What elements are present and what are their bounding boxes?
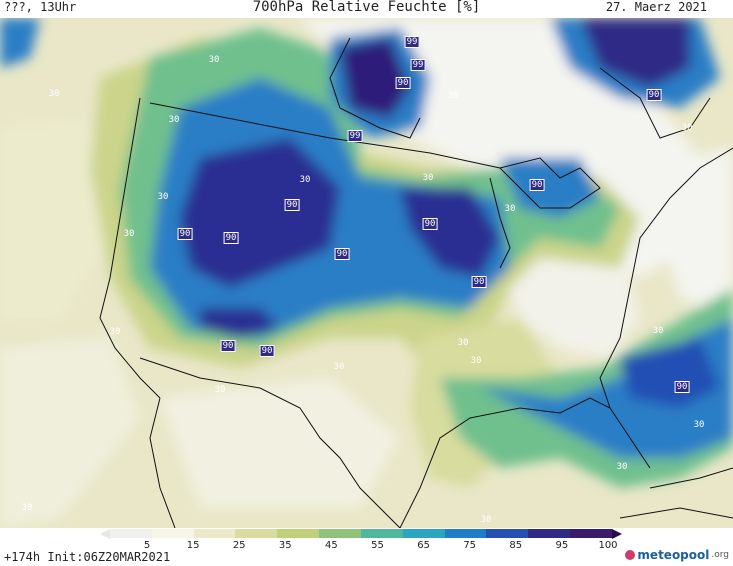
colorbar-tick-label: 75	[463, 540, 477, 551]
map-value-label: 30	[480, 515, 492, 525]
colorbar-segment	[277, 529, 320, 538]
map-value-label: 30	[333, 362, 345, 372]
map-value-label: 90	[334, 248, 350, 260]
map-value-label: 90	[284, 199, 300, 211]
colorbar-min-arrow	[100, 529, 110, 539]
map-value-label: 99	[347, 130, 363, 142]
coastline-borders	[99, 37, 733, 528]
colorbar-segment	[110, 529, 152, 538]
colorbar-segment	[486, 529, 529, 538]
map-value-label: 30	[214, 385, 226, 395]
map-value-label: 99	[410, 59, 426, 71]
map-title: 700hPa Relative Feuchte [%]	[252, 0, 481, 15]
humidity-map	[0, 18, 733, 528]
map-value-label: 30	[422, 173, 434, 183]
map-value-label: 90	[471, 276, 487, 288]
map-value-label: 30	[299, 175, 311, 185]
colorbar-segment	[360, 529, 403, 538]
colorbar-segment	[235, 529, 278, 538]
colorbar-segment	[402, 529, 445, 538]
colorbar-tick-label: 45	[325, 540, 338, 551]
map-value-label: 30	[652, 326, 664, 336]
colorbar-tick-label: 55	[371, 540, 384, 551]
header-bar: ???, 13Uhr 700hPa Relative Feuchte [%] 2…	[0, 0, 733, 18]
colorbar-tick-label: 35	[278, 540, 292, 551]
forecast-time-label: ???, 13Uhr	[4, 0, 77, 14]
colorbar-ticks: 5 15 25 35 45 55 65 75 85 95 100	[0, 540, 733, 554]
map-value-label: 90	[177, 228, 193, 240]
humidity-field	[0, 18, 733, 528]
map-value-label: 30	[457, 338, 469, 348]
colorbar-segment	[193, 529, 236, 538]
map-value-label: 90	[395, 77, 411, 89]
forecast-date-label: 27. Maerz 2021	[605, 0, 707, 14]
colorbar-segment	[444, 529, 487, 538]
colorbar-segment	[151, 529, 194, 538]
map-value-label: 99	[404, 36, 420, 48]
map-value-label: 30	[693, 420, 705, 430]
map-value-label: 30	[48, 89, 60, 99]
init-time-label: +174h Init:06Z20MAR2021	[4, 550, 171, 564]
colorbar-tick-label: 85	[509, 540, 523, 551]
brand-suffix: .org	[711, 550, 729, 560]
map-value-label: 30	[157, 192, 169, 202]
colorbar	[110, 529, 612, 538]
map-value-label: 30	[616, 462, 628, 472]
colorbar-max-arrow	[612, 529, 622, 539]
map-value-label: 90	[674, 381, 690, 393]
brand-name: meteopool	[637, 548, 710, 562]
colorbar-segment	[319, 529, 361, 538]
map-value-label: 30	[109, 327, 121, 337]
map-value-label: 30	[681, 123, 693, 133]
colorbar-tick-label: 65	[417, 540, 430, 551]
colorbar-tick-label: 5	[143, 540, 151, 551]
map-value-label: 30	[208, 55, 220, 65]
logo-dot-icon	[625, 550, 636, 560]
map-value-label: 30	[21, 503, 33, 513]
colorbar-segment	[528, 529, 571, 538]
map-value-label: 30	[504, 204, 516, 214]
map-value-label: 90	[422, 218, 438, 230]
colorbar-tick-label: 25	[232, 540, 246, 551]
colorbar-segment	[570, 529, 612, 538]
brand-logo[interactable]: meteopool .org	[625, 548, 729, 562]
map-value-label: 30	[168, 115, 180, 125]
map-value-label: 30	[470, 356, 482, 366]
colorbar-tick-label: 95	[555, 540, 569, 551]
map-value-label: 90	[529, 179, 545, 191]
map-value-label: 90	[646, 89, 662, 101]
colorbar-tick-label: 15	[186, 540, 200, 551]
colorbar-tick-label: 100	[598, 540, 618, 551]
map-value-label: 30	[447, 91, 459, 101]
map-value-label: 90	[223, 232, 239, 244]
map-value-label: 90	[259, 345, 275, 357]
map-value-label: 90	[220, 340, 236, 352]
legend-area: 5 15 25 35 45 55 65 75 85 95 100 +174h Init:06Z20M…	[0, 528, 733, 566]
map-value-label: 30	[123, 229, 135, 239]
